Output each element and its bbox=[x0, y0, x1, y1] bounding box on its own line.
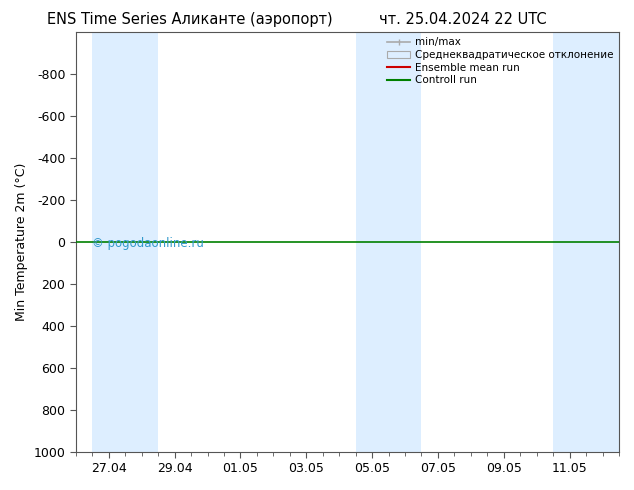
Y-axis label: Min Temperature 2m (°C): Min Temperature 2m (°C) bbox=[15, 163, 28, 321]
Bar bbox=[93, 32, 158, 452]
Text: чт. 25.04.2024 22 UTC: чт. 25.04.2024 22 UTC bbox=[379, 12, 547, 27]
Bar bbox=[553, 32, 619, 452]
Text: © pogodaonline.ru: © pogodaonline.ru bbox=[92, 238, 204, 250]
Bar bbox=[356, 32, 422, 452]
Legend: min/max, Среднеквадратическое отклонение, Ensemble mean run, Controll run: min/max, Среднеквадратическое отклонение… bbox=[385, 35, 616, 87]
Text: ENS Time Series Аликанте (аэропорт): ENS Time Series Аликанте (аэропорт) bbox=[48, 12, 333, 27]
